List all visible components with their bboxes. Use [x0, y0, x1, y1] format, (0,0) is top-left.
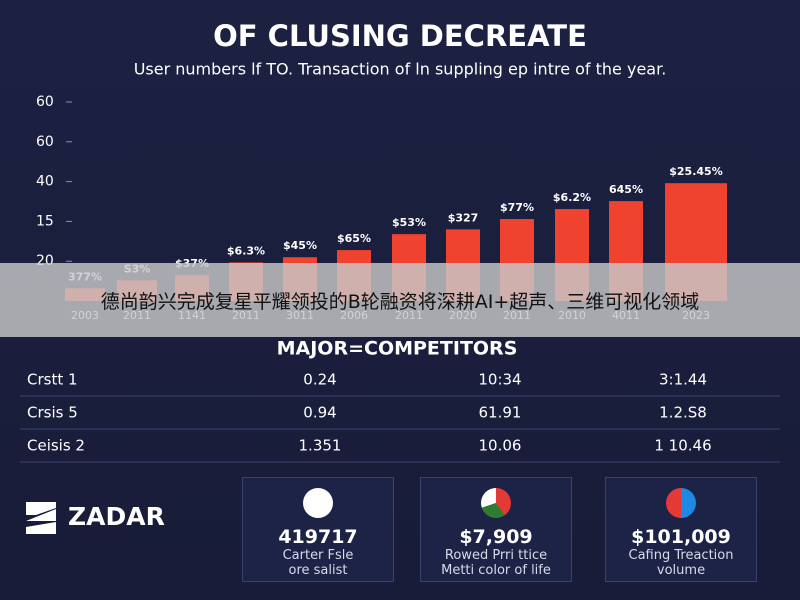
card-value: $7,909	[459, 526, 533, 548]
bar-annotation: $45%	[283, 239, 317, 252]
bar-annotation: 645%	[609, 183, 643, 196]
y-tick-label: 60	[36, 94, 54, 110]
y-tick-label: 60	[36, 134, 54, 150]
card-caption: Rowed Prri ttice	[444, 548, 548, 563]
table-cell: 61.91	[479, 404, 522, 422]
bar-annotation: $327	[448, 211, 479, 224]
table-cell: 10:34	[478, 371, 521, 389]
stat-card: $7,909 Rowed Prri ttice Metti color of lif…	[420, 477, 572, 582]
stat-card: 419717 Carter Fsle ore salist	[242, 477, 394, 582]
brand-name: ZADAR	[68, 502, 165, 531]
bar-annotation: $77%	[500, 201, 534, 214]
card-value: 419717	[278, 526, 358, 548]
table-cell: 0.94	[303, 404, 336, 422]
table-cell: 3:1.44	[659, 371, 707, 389]
brand-logo	[26, 502, 56, 534]
table-cell: 1.2.S8	[659, 404, 707, 422]
table-cell: 0.24	[303, 371, 336, 389]
card-value: $101,009	[631, 526, 731, 548]
table-cell: 10.06	[479, 437, 522, 455]
card-caption: volume	[656, 563, 706, 578]
table-cell: Crsis 5	[27, 404, 78, 422]
card-caption: ore salist	[288, 563, 348, 578]
card-icon	[303, 488, 333, 518]
bar-annotation: $53%	[392, 216, 426, 229]
bar-annotation: $6.2%	[553, 191, 591, 204]
bar-annotation: $65%	[337, 232, 371, 245]
lower-panel: MAJOR=COMPETITORS ZADAR Crstt 1 0.24 10:34…	[20, 338, 780, 534]
card-icon	[666, 488, 696, 518]
table-cell: 1.351	[299, 437, 342, 455]
card-caption: Carter Fsle	[282, 548, 354, 563]
table-title: MAJOR=COMPETITORS	[277, 338, 518, 360]
bar-annotation: $6.3%	[227, 244, 265, 257]
bar-annotation: $25.45%	[669, 165, 722, 178]
card-caption: Metti color of life	[441, 563, 551, 578]
table-cell: 1 10.46	[654, 437, 711, 455]
card-caption: Cafing Treaction	[628, 548, 734, 563]
chart-subtitle: User numbers lf TO. Transaction of ln su…	[134, 60, 667, 79]
card-icon	[481, 488, 511, 518]
table-cell: Crstt 1	[27, 371, 78, 389]
y-tick-label: 15	[36, 213, 54, 229]
y-tick-label: 40	[36, 174, 54, 190]
banner: 德尚韵兴完成复星平耀领投的B轮融资将深耕AI+超声、三维可视化领域	[0, 263, 800, 337]
chart-title: OF CLUSING DECREATE	[213, 19, 587, 53]
table-cell: Ceisis 2	[27, 437, 85, 455]
stat-card: $101,009 Cafing Treaction volume	[605, 477, 757, 582]
